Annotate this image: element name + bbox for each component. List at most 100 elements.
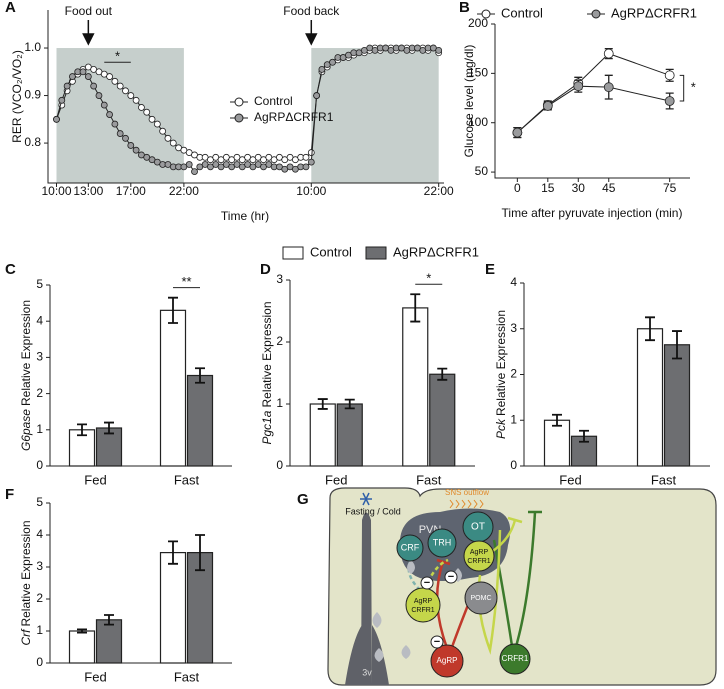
bar	[309, 403, 336, 467]
y-tick-label: 3	[36, 559, 43, 573]
x-tick-label: 0	[514, 181, 521, 195]
legend-marker	[481, 9, 491, 19]
y-tick-label: 4	[510, 275, 517, 289]
x-tick-label: Fed	[84, 669, 106, 684]
x-tick-label: 13:00	[73, 184, 103, 198]
panel-label: G	[297, 491, 309, 508]
x-tick-label: Fed	[84, 472, 106, 487]
data-point	[111, 77, 119, 85]
data-point	[58, 96, 66, 104]
data-point	[106, 111, 113, 118]
error-bar	[437, 367, 448, 381]
y-axis-label-gene: Crf	[19, 628, 33, 646]
legend-swatch	[282, 246, 304, 260]
x-tick-label: Fast	[174, 669, 200, 684]
node-label: CRFR1	[411, 607, 434, 614]
data-point	[302, 153, 310, 161]
y-axis-label: Glucose level (mg/dl)	[462, 45, 476, 158]
data-point	[138, 104, 145, 111]
data-point	[318, 66, 326, 73]
bar	[663, 344, 691, 467]
error-bar	[104, 614, 114, 626]
significance-label: *	[426, 271, 431, 286]
x-tick-label: Fed	[325, 472, 347, 487]
x-tick-label: 30	[572, 181, 586, 195]
y-tick-label: 1	[276, 396, 283, 410]
y-axis-label-text: Relative Expression	[494, 310, 508, 416]
data-point	[603, 82, 614, 93]
node	[427, 528, 457, 558]
data-point	[143, 108, 151, 116]
node-label: POMC	[471, 595, 492, 602]
snowflake-icon	[360, 492, 372, 506]
sns-arrows	[449, 499, 484, 509]
panel-label: D	[260, 261, 271, 278]
bar	[186, 374, 214, 467]
significance-label: *	[691, 80, 696, 95]
data-point	[116, 82, 124, 90]
data-point	[90, 82, 98, 90]
y-axis-label: Pck Relative Expression	[494, 310, 508, 439]
legend-marker	[234, 97, 244, 107]
y-tick-label: 0	[276, 458, 283, 472]
bar	[95, 427, 123, 467]
node	[405, 587, 441, 623]
y-tick-label: 4	[36, 313, 43, 327]
error-bar	[168, 296, 178, 324]
inhibition-marker	[420, 576, 434, 590]
data-point	[664, 96, 675, 106]
x-tick-label: 15	[541, 181, 555, 195]
y-axis-label-gene: Pgc1a	[260, 410, 274, 444]
x-tick-label: 22:00	[169, 184, 199, 198]
legend-marker	[591, 9, 601, 19]
y-axis-label-gene: G6pase	[19, 409, 33, 451]
y-tick-label: 150	[468, 66, 488, 80]
bar	[402, 307, 429, 467]
node-label: CRFR1	[502, 654, 529, 663]
y-tick-label: 1.0	[24, 40, 41, 54]
data-point	[664, 70, 675, 81]
node-label: AgRP	[470, 549, 489, 556]
x-tick-label: Fast	[174, 472, 200, 487]
bar	[636, 328, 664, 467]
bar	[429, 373, 456, 467]
data-point	[127, 142, 135, 149]
legend-label: AgRPΔCRFR1	[393, 244, 479, 259]
panel-label: C	[5, 261, 16, 278]
significance-bracket	[679, 74, 685, 102]
data-point	[53, 115, 60, 123]
data-point	[153, 120, 161, 128]
y-tick-label: 100	[468, 115, 488, 129]
node	[463, 540, 495, 572]
y-tick-label: 0	[36, 655, 43, 669]
y-tick-label: 50	[475, 164, 489, 178]
bar	[68, 630, 96, 664]
data-point	[307, 158, 315, 166]
x-axis-label: Time (hr)	[221, 209, 269, 223]
y-tick-label: 4	[36, 527, 43, 541]
node	[430, 644, 464, 678]
error-bar	[168, 540, 178, 565]
y-tick-label: 2	[36, 386, 43, 400]
data-point	[116, 130, 124, 137]
legend-label: Control	[501, 5, 543, 20]
y-axis-label: G6pase Relative Expression	[19, 300, 33, 451]
significance-label: *	[115, 49, 120, 64]
error-bar	[317, 398, 328, 410]
y-axis-label-text: Relative Expression	[19, 520, 33, 626]
bar	[159, 309, 187, 467]
data-point	[106, 73, 113, 80]
annotation: Food out	[65, 4, 113, 18]
inhibition-sign: −	[434, 636, 440, 648]
data-point	[132, 146, 140, 154]
x-tick-label: 22:00	[424, 184, 454, 198]
legend-label: AgRPΔCRFR1	[611, 5, 697, 20]
shaded-span	[311, 48, 439, 184]
y-tick-label: 1	[36, 422, 43, 436]
significance-label: **	[181, 274, 191, 289]
bar	[95, 619, 123, 664]
error-bar	[195, 367, 205, 384]
axis	[47, 10, 444, 184]
data-point	[79, 68, 87, 76]
